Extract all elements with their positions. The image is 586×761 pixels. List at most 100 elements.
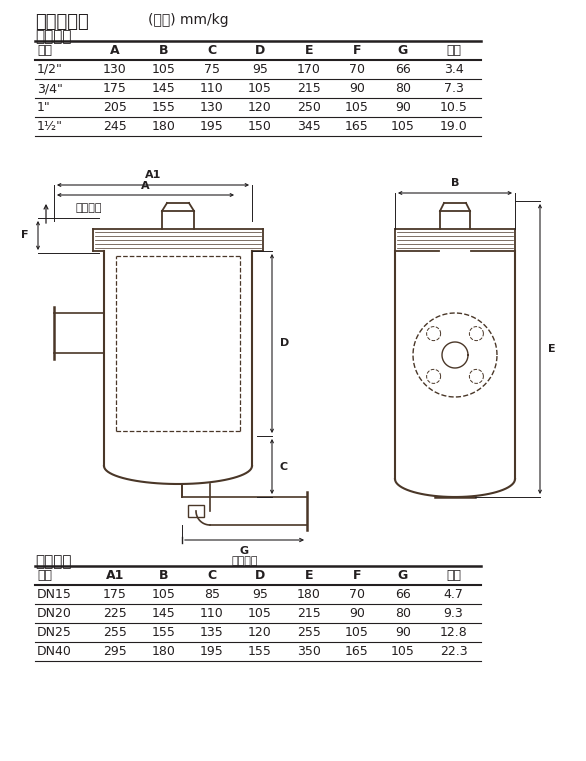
Text: 105: 105 — [345, 626, 369, 639]
Text: 255: 255 — [297, 626, 321, 639]
Text: 105: 105 — [152, 63, 176, 76]
Text: 130: 130 — [103, 63, 127, 76]
Text: C: C — [207, 569, 217, 582]
Text: 3/4": 3/4" — [37, 82, 63, 95]
Text: 165: 165 — [345, 120, 369, 133]
Text: 120: 120 — [248, 626, 272, 639]
Text: 195: 195 — [200, 120, 224, 133]
Text: E: E — [548, 344, 556, 354]
Text: 110: 110 — [200, 607, 224, 620]
Text: 205: 205 — [103, 101, 127, 114]
Text: DN20: DN20 — [37, 607, 72, 620]
Text: 135: 135 — [200, 626, 224, 639]
Text: B: B — [159, 44, 169, 57]
Text: 拆卸距离: 拆卸距离 — [231, 556, 258, 566]
Text: A1: A1 — [106, 569, 124, 582]
Text: 145: 145 — [152, 607, 176, 620]
Text: 9.3: 9.3 — [444, 607, 464, 620]
Text: 130: 130 — [200, 101, 224, 114]
Text: 法兰: 法兰 — [37, 569, 52, 582]
Text: 1": 1" — [37, 101, 51, 114]
Text: 90: 90 — [395, 101, 411, 114]
Text: 350: 350 — [297, 645, 321, 658]
Text: 145: 145 — [152, 82, 176, 95]
Text: 3.4: 3.4 — [444, 63, 464, 76]
Text: 155: 155 — [152, 626, 176, 639]
Text: 105: 105 — [248, 607, 272, 620]
Text: 口径: 口径 — [37, 44, 52, 57]
Text: 22.3: 22.3 — [440, 645, 467, 658]
Text: 105: 105 — [345, 101, 369, 114]
Text: C: C — [207, 44, 217, 57]
Text: 70: 70 — [349, 63, 365, 76]
Text: 245: 245 — [103, 120, 127, 133]
Text: 90: 90 — [395, 626, 411, 639]
Text: F: F — [21, 231, 28, 240]
Text: 150: 150 — [248, 120, 272, 133]
Text: 1½": 1½" — [37, 120, 63, 133]
Text: 105: 105 — [391, 120, 415, 133]
Text: 70: 70 — [349, 588, 365, 601]
Text: D: D — [255, 44, 265, 57]
Text: 螺纹连接: 螺纹连接 — [35, 29, 71, 44]
Text: 195: 195 — [200, 645, 224, 658]
Text: D: D — [280, 339, 289, 349]
Text: 215: 215 — [297, 82, 321, 95]
Text: 255: 255 — [103, 626, 127, 639]
Text: 175: 175 — [103, 82, 127, 95]
Text: (近似) mm/kg: (近似) mm/kg — [148, 13, 229, 27]
Text: 165: 165 — [345, 645, 369, 658]
Text: 90: 90 — [349, 607, 365, 620]
Text: 75: 75 — [204, 63, 220, 76]
Text: 110: 110 — [200, 82, 224, 95]
Text: 85: 85 — [204, 588, 220, 601]
Text: 80: 80 — [395, 607, 411, 620]
Text: 法兰连接: 法兰连接 — [35, 554, 71, 569]
Text: G: G — [398, 44, 408, 57]
Text: 19.0: 19.0 — [440, 120, 468, 133]
Text: 66: 66 — [395, 63, 411, 76]
Text: 80: 80 — [395, 82, 411, 95]
Text: 90: 90 — [349, 82, 365, 95]
Text: 180: 180 — [297, 588, 321, 601]
Text: 4.7: 4.7 — [444, 588, 464, 601]
Text: 拆卸距离: 拆卸距离 — [76, 203, 103, 214]
Text: 66: 66 — [395, 588, 411, 601]
Text: 105: 105 — [152, 588, 176, 601]
Text: G: G — [240, 546, 249, 556]
Text: 175: 175 — [103, 588, 127, 601]
Text: E: E — [305, 569, 314, 582]
Text: DN40: DN40 — [37, 645, 72, 658]
Text: A: A — [110, 44, 120, 57]
Text: E: E — [305, 44, 314, 57]
Text: A: A — [141, 181, 150, 191]
Text: 250: 250 — [297, 101, 321, 114]
Text: 155: 155 — [248, 645, 272, 658]
Text: 215: 215 — [297, 607, 321, 620]
Text: D: D — [255, 569, 265, 582]
Text: 12.8: 12.8 — [440, 626, 468, 639]
Text: 170: 170 — [297, 63, 321, 76]
Bar — [188, 505, 204, 517]
Text: G: G — [398, 569, 408, 582]
Text: C: C — [280, 461, 288, 472]
Text: F: F — [353, 569, 361, 582]
Text: DN15: DN15 — [37, 588, 72, 601]
Text: 95: 95 — [252, 588, 268, 601]
Text: A1: A1 — [145, 170, 161, 180]
Text: 95: 95 — [252, 63, 268, 76]
Text: 345: 345 — [297, 120, 321, 133]
Text: B: B — [159, 569, 169, 582]
Text: 225: 225 — [103, 607, 127, 620]
Text: 尺寸／重量: 尺寸／重量 — [35, 13, 88, 31]
Text: 重量: 重量 — [446, 44, 461, 57]
Text: 105: 105 — [248, 82, 272, 95]
Text: 7.3: 7.3 — [444, 82, 464, 95]
Text: 重量: 重量 — [446, 569, 461, 582]
Text: B: B — [451, 178, 459, 188]
Text: 120: 120 — [248, 101, 272, 114]
Text: DN25: DN25 — [37, 626, 72, 639]
Text: 180: 180 — [152, 645, 176, 658]
Text: 155: 155 — [152, 101, 176, 114]
Text: 180: 180 — [152, 120, 176, 133]
